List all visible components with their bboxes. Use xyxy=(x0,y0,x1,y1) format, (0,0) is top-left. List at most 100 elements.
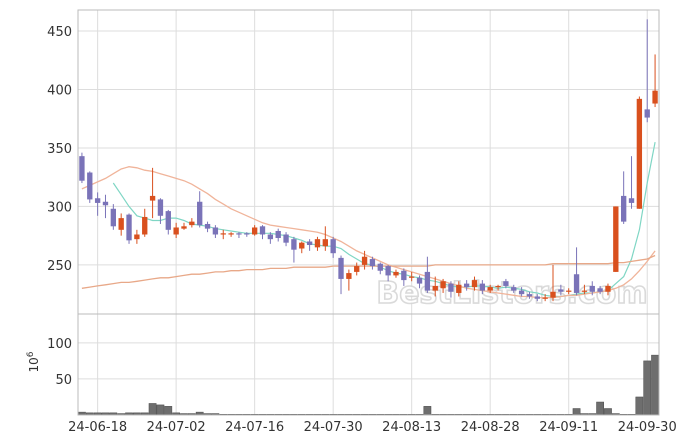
price-tick-label: 300 xyxy=(47,200,72,215)
x-tick-label: 24-08-13 xyxy=(382,420,441,435)
candle-body xyxy=(306,241,313,246)
candle-body xyxy=(471,280,478,288)
candle-body xyxy=(432,285,438,291)
candle-body xyxy=(620,195,627,222)
candle-body xyxy=(597,288,603,292)
candle-body xyxy=(652,90,658,104)
volume-bar xyxy=(572,408,581,416)
candle-body xyxy=(102,201,109,206)
candle-body xyxy=(511,287,517,291)
candle-body xyxy=(322,239,328,247)
price-tick-label: 250 xyxy=(47,259,72,274)
volume-bar xyxy=(604,408,612,416)
candle-body xyxy=(361,256,368,265)
candle-body xyxy=(589,285,595,292)
x-tick-label: 24-07-02 xyxy=(147,420,206,435)
candle-body xyxy=(94,198,101,203)
candle-body xyxy=(87,172,93,200)
candle-body xyxy=(259,226,266,235)
candle-body xyxy=(416,277,423,284)
candle-body xyxy=(605,285,611,292)
volume-bar xyxy=(423,406,432,416)
price-tick-label: 400 xyxy=(47,84,72,99)
candle-body xyxy=(197,201,203,226)
candle-body xyxy=(581,290,588,292)
x-tick-label: 24-09-30 xyxy=(618,420,677,435)
volume-bar xyxy=(164,406,173,416)
candle-body xyxy=(550,291,556,298)
volume-bar xyxy=(643,360,652,416)
volume-panel-frame xyxy=(77,313,660,416)
x-tick-label: 24-08-28 xyxy=(461,420,520,435)
candle-body xyxy=(251,227,258,235)
volume-bars xyxy=(78,354,659,416)
candle-body xyxy=(149,195,156,201)
candle-body xyxy=(165,211,171,230)
candle-body xyxy=(613,206,619,272)
candle-body xyxy=(440,281,446,289)
candle-body xyxy=(487,287,493,291)
candle-body xyxy=(157,199,164,216)
candle-body xyxy=(393,271,399,276)
candle-body xyxy=(220,233,226,235)
candle-body xyxy=(79,156,85,181)
candle-body xyxy=(573,274,580,293)
grid-layer xyxy=(78,10,659,415)
moving-average-lines xyxy=(81,141,656,299)
candle-body xyxy=(377,263,383,271)
candle-body xyxy=(244,233,250,235)
candle-body xyxy=(424,271,431,291)
candle-body xyxy=(401,270,407,281)
candle-body xyxy=(283,234,289,243)
moving-average-line xyxy=(112,141,656,298)
candle-body xyxy=(369,259,376,267)
candle-body xyxy=(354,266,360,272)
candle-body xyxy=(346,273,352,279)
candle-body xyxy=(463,283,470,288)
moving-average-line xyxy=(81,166,656,299)
candle-body xyxy=(456,284,462,293)
axis-labels: 24-06-18 24-07-02 24-07-16 24-07-30 24-08-13… xyxy=(26,25,677,435)
candle-body xyxy=(228,233,234,235)
candle-body xyxy=(526,294,533,297)
moving-average-line xyxy=(81,254,656,289)
candle-body xyxy=(503,281,509,286)
x-tick-label: 24-07-30 xyxy=(304,420,363,435)
x-tick-label: 24-09-11 xyxy=(539,420,598,435)
candle-body xyxy=(479,283,486,291)
candlestick-series xyxy=(79,19,658,302)
volume-unit-label: 106 xyxy=(26,351,41,372)
candle-body xyxy=(409,276,415,278)
candle-body xyxy=(118,218,124,230)
candle-body xyxy=(275,230,281,238)
price-tick-label: 450 xyxy=(47,25,72,40)
candle-body xyxy=(628,198,635,203)
candle-body xyxy=(338,257,344,279)
candle-body xyxy=(448,283,454,292)
candle-body xyxy=(204,223,211,229)
volume-bar xyxy=(651,354,659,416)
candle-body xyxy=(518,290,525,295)
candle-body xyxy=(636,98,643,209)
volume-bar xyxy=(596,401,604,416)
plot-frame xyxy=(77,9,660,416)
volume-bar xyxy=(635,396,644,416)
candle-body xyxy=(534,296,540,299)
price-panel-frame xyxy=(77,9,660,315)
volume-bar xyxy=(148,403,157,416)
candle-body xyxy=(291,239,297,250)
candle-body xyxy=(299,242,305,249)
candle-body xyxy=(134,234,140,240)
candle-body xyxy=(189,221,195,226)
candle-body xyxy=(495,285,501,288)
candle-body xyxy=(558,289,564,292)
candle-body xyxy=(181,226,187,229)
x-tick-label: 24-06-18 xyxy=(68,420,127,435)
volume-tick-label: 100 xyxy=(47,337,72,352)
candle-body xyxy=(173,227,179,235)
candle-body xyxy=(330,239,336,254)
candle-body xyxy=(142,216,148,235)
candle-body xyxy=(126,214,132,241)
